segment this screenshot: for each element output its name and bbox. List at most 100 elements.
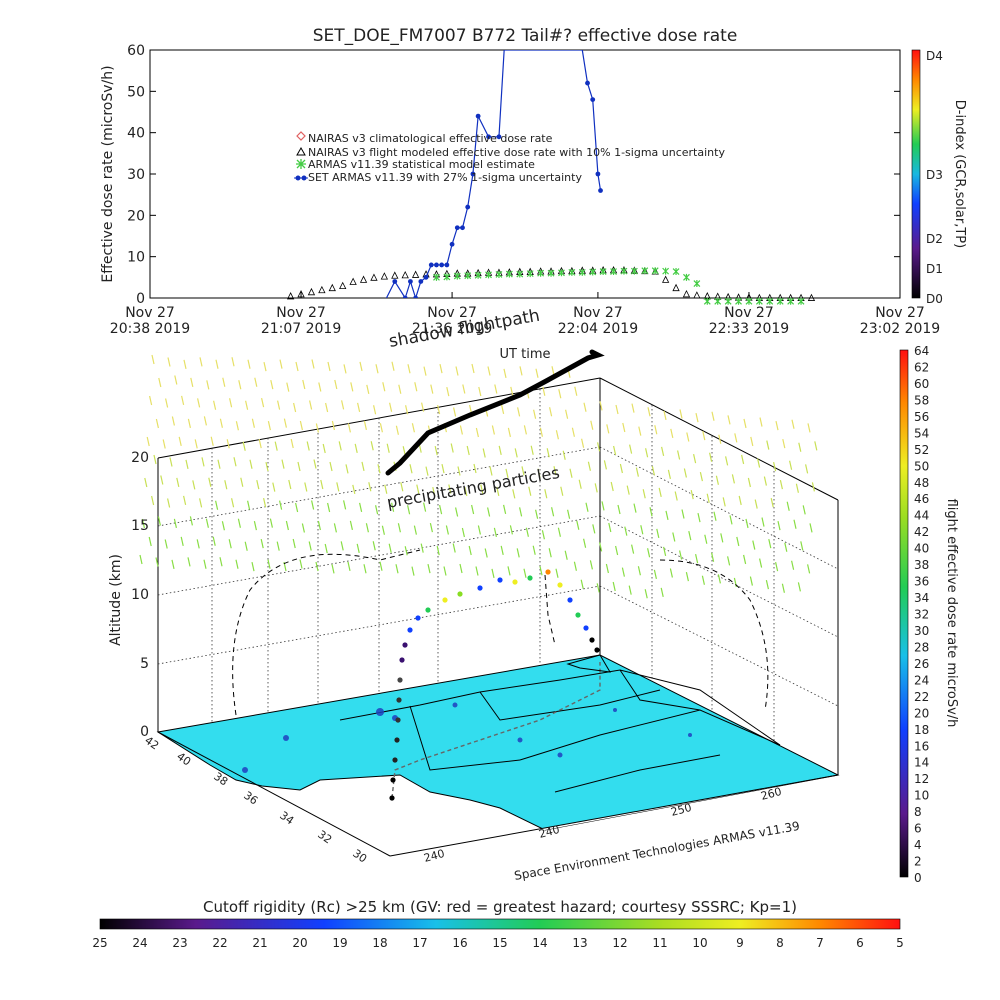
particle-mark <box>560 486 564 496</box>
particle-mark <box>270 380 274 390</box>
particle-mark <box>215 359 219 369</box>
particle-mark <box>181 395 185 406</box>
particle-mark <box>510 386 514 397</box>
nairas-flight-point <box>328 283 336 292</box>
particle-mark <box>509 525 513 535</box>
particle-mark <box>642 489 646 499</box>
rigidity-tick: 11 <box>652 936 667 950</box>
particle-mark <box>681 509 685 519</box>
particle-mark <box>189 516 193 526</box>
particle-mark <box>205 518 209 528</box>
particle-mark <box>167 357 171 367</box>
particle-mark <box>151 495 155 506</box>
altitude-tick: 10 <box>131 587 149 603</box>
flightpath-point <box>389 795 395 801</box>
armas-model-point <box>526 270 534 278</box>
armas-model-point <box>797 297 805 305</box>
particle-mark <box>269 518 273 528</box>
particle-mark <box>558 389 562 399</box>
particle-mark <box>377 464 381 474</box>
particle-mark <box>610 481 614 492</box>
particle-mark <box>432 486 436 497</box>
particle-mark <box>320 479 324 490</box>
legend-item-armas-model: ARMAS v11.39 statistical model estimate <box>296 158 535 171</box>
particle-mark <box>331 564 335 574</box>
particle-mark <box>747 477 751 488</box>
dose-rate-tick: 54 <box>914 426 929 440</box>
dose-rate-tick: 52 <box>914 443 929 457</box>
particle-mark <box>244 541 248 551</box>
particle-mark <box>562 450 566 460</box>
particle-mark <box>249 459 253 469</box>
set-armas-point <box>408 279 413 284</box>
set-armas-point <box>288 300 293 305</box>
set-armas-point <box>598 188 603 193</box>
nairas-flight-point <box>318 285 326 294</box>
particle-mark <box>274 441 278 451</box>
particle-mark <box>551 507 555 517</box>
particle-mark <box>350 382 354 392</box>
particle-mark <box>596 583 600 593</box>
particle-mark <box>441 463 445 474</box>
particle-mark <box>477 525 481 535</box>
set-armas-point <box>423 274 429 280</box>
particle-mark <box>341 400 345 410</box>
particle-mark <box>660 587 664 597</box>
particle-mark <box>295 502 299 513</box>
particle-mark <box>622 422 626 433</box>
set-armas-point <box>402 295 408 298</box>
particle-mark <box>151 354 155 365</box>
particle-mark <box>292 538 296 549</box>
particle-mark <box>523 425 527 435</box>
rigidity-tick: 9 <box>736 936 744 950</box>
particle-mark <box>173 518 177 529</box>
particle-mark <box>146 436 150 447</box>
particle-mark <box>491 425 495 435</box>
particle-mark <box>743 418 747 429</box>
particle-mark <box>605 563 609 574</box>
particle-mark <box>437 404 441 415</box>
particle-mark <box>638 426 642 436</box>
particle-mark <box>208 477 212 487</box>
particle-mark <box>773 462 777 472</box>
rigidity-tick: 7 <box>816 936 824 950</box>
particle-mark <box>697 512 701 523</box>
particle-mark <box>439 363 443 374</box>
y-tick-label: 20 <box>127 208 145 224</box>
particle-mark <box>382 382 386 392</box>
armas-model-point <box>662 267 670 275</box>
dose-rate-tick: 18 <box>914 723 929 737</box>
particle-mark <box>306 441 310 451</box>
particle-mark <box>290 438 294 449</box>
dose-rate-tick: 14 <box>914 756 929 770</box>
particle-mark <box>653 569 657 579</box>
particle-mark <box>329 461 333 472</box>
flightpath-point <box>594 647 600 653</box>
particle-mark <box>334 379 338 390</box>
particle-mark <box>388 543 392 553</box>
particle-mark <box>784 542 788 552</box>
flightpath-point <box>397 677 403 683</box>
flightpath-3d <box>389 569 611 801</box>
particle-mark <box>397 523 401 533</box>
flightpath-point <box>497 577 503 583</box>
particle-mark <box>459 563 463 574</box>
set-armas-point <box>361 300 366 305</box>
particle-mark <box>635 467 639 477</box>
particle-mark <box>427 563 431 574</box>
dose-rate-tick: 24 <box>914 673 929 687</box>
set-armas-series <box>288 50 603 305</box>
particle-mark <box>599 401 603 411</box>
particle-mark <box>475 566 479 576</box>
particle-mark <box>231 498 235 508</box>
particle-mark <box>722 497 726 507</box>
armas-model-point <box>433 273 440 281</box>
particle-mark <box>754 499 758 509</box>
flightpath-point <box>415 615 421 621</box>
particle-mark <box>149 395 153 406</box>
particle-mark <box>263 498 267 508</box>
particle-mark <box>471 363 475 374</box>
set-armas-point <box>309 300 314 305</box>
particle-mark <box>711 411 715 421</box>
particle-mark <box>187 418 191 429</box>
